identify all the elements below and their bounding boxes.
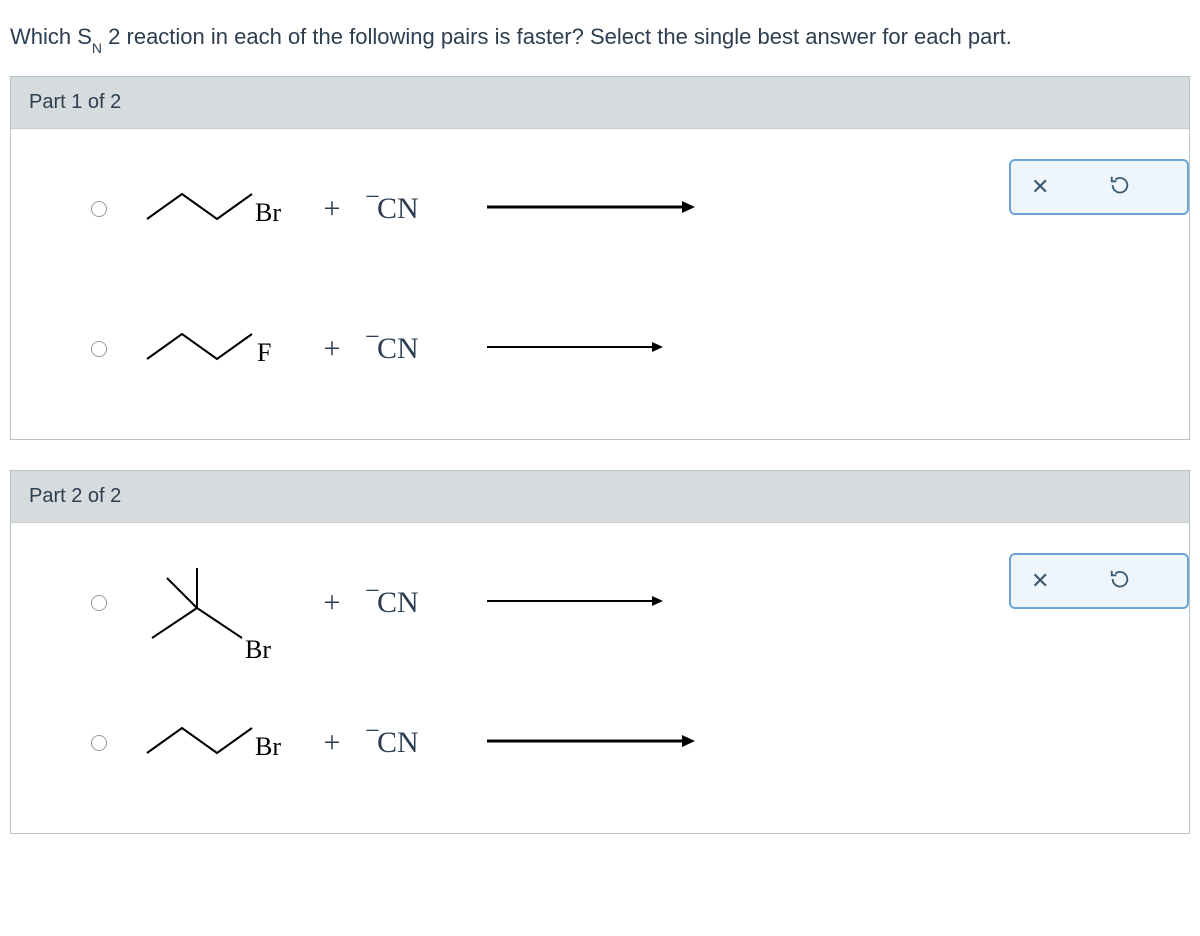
leaving-group-label: Br xyxy=(255,198,281,227)
radio-button[interactable] xyxy=(91,201,107,217)
svg-text:Br: Br xyxy=(255,732,281,761)
part-1-card: Part 1 of 2 ✕ Br + − CN xyxy=(10,76,1190,440)
question-text: Which SN 2 reaction in each of the follo… xyxy=(0,0,1200,76)
minus-charge: − xyxy=(365,716,380,746)
part-1-body: ✕ Br + − CN xyxy=(11,129,1189,439)
close-icon[interactable]: ✕ xyxy=(1031,568,1049,594)
part2-option-b[interactable]: Br + − CN xyxy=(31,693,1169,793)
structure-propyl-br-2: Br xyxy=(137,693,287,793)
radio-button[interactable] xyxy=(91,595,107,611)
cn-text: CN xyxy=(377,726,419,759)
part1-option-b[interactable]: F + − CN xyxy=(31,299,1169,399)
part2-option-a[interactable]: Br + − CN xyxy=(31,553,1169,653)
minus-charge: − xyxy=(365,182,380,212)
reaction-arrow xyxy=(487,197,697,222)
cn-text: CN xyxy=(377,586,419,619)
minus-charge: − xyxy=(365,322,380,352)
q-prefix: Which S xyxy=(10,24,92,49)
nucleophile-cn: − CN xyxy=(377,586,457,620)
plus-sign: + xyxy=(317,726,347,760)
radio-button[interactable] xyxy=(91,735,107,751)
reset-icon-svg xyxy=(1109,174,1131,196)
plus-sign: + xyxy=(317,332,347,366)
plus-sign: + xyxy=(317,192,347,226)
q-subscript: N xyxy=(92,40,102,56)
svg-text:F: F xyxy=(257,338,271,367)
feedback-box-1: ✕ xyxy=(1009,159,1189,215)
plus-sign: + xyxy=(317,586,347,620)
svg-text:Br: Br xyxy=(245,635,271,664)
part-1-header: Part 1 of 2 xyxy=(11,77,1189,129)
feedback-box-2: ✕ xyxy=(1009,553,1189,609)
reaction-arrow xyxy=(487,591,667,616)
structure-propyl-f: F xyxy=(137,299,287,399)
nucleophile-cn: − CN xyxy=(377,726,457,760)
nucleophile-cn: − CN xyxy=(377,192,457,226)
cn-text: CN xyxy=(377,332,419,365)
part1-option-a[interactable]: Br + − CN xyxy=(31,159,1169,259)
q-suffix: 2 reaction in each of the following pair… xyxy=(102,24,1012,49)
cn-text: CN xyxy=(377,192,419,225)
reset-icon-svg xyxy=(1109,568,1131,590)
reset-icon[interactable] xyxy=(1109,566,1131,597)
nucleophile-cn: − CN xyxy=(377,332,457,366)
reset-icon[interactable] xyxy=(1109,172,1131,203)
radio-button[interactable] xyxy=(91,341,107,357)
structure-propyl-br: Br xyxy=(137,159,287,259)
close-icon[interactable]: ✕ xyxy=(1031,174,1049,200)
reaction-arrow xyxy=(487,731,697,756)
reaction-arrow xyxy=(487,337,667,362)
part-2-body: ✕ Br + − xyxy=(11,523,1189,833)
minus-charge: − xyxy=(365,576,380,606)
part-2-card: Part 2 of 2 ✕ Br xyxy=(10,470,1190,834)
part-2-header: Part 2 of 2 xyxy=(11,471,1189,523)
structure-neopentyl-br: Br xyxy=(137,553,287,653)
